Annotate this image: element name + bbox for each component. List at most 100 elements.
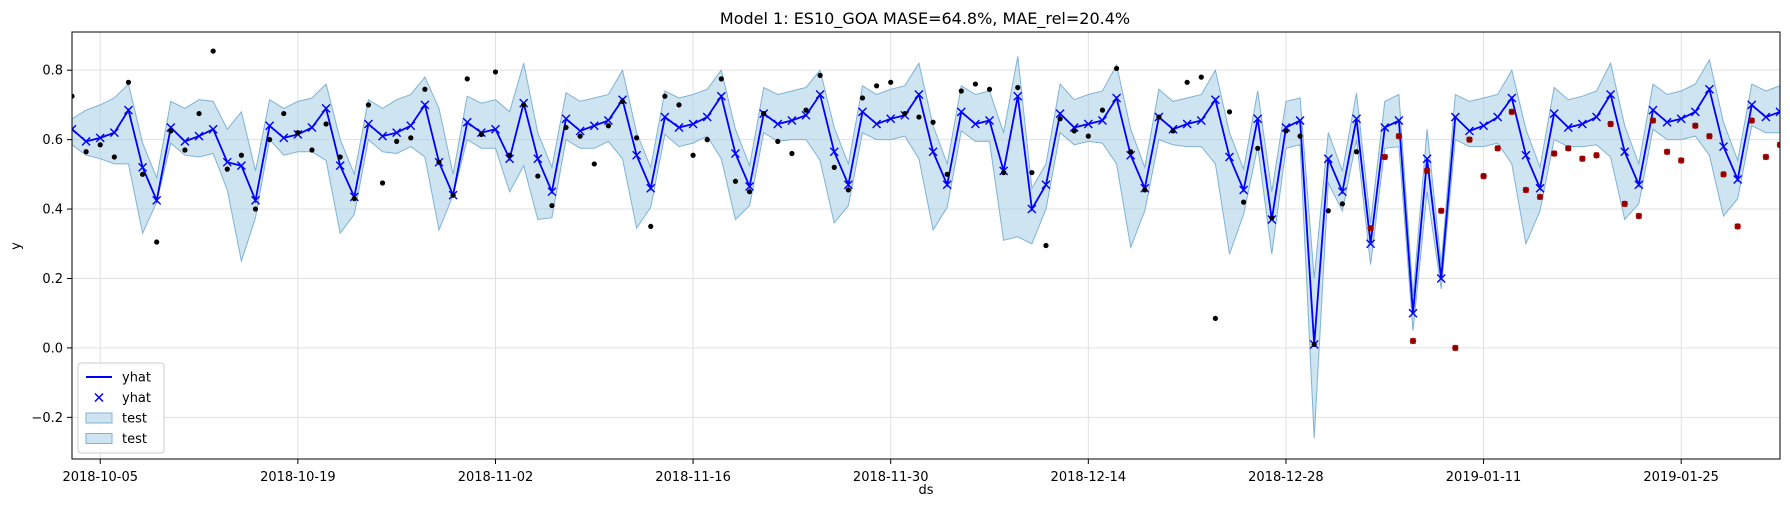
legend-marker-swatch: [94, 392, 104, 403]
yhat-marker: [603, 116, 613, 126]
actual-point: [478, 131, 484, 138]
yhat-marker: [928, 147, 938, 157]
yhat-marker: [857, 107, 867, 117]
actual-point: [1156, 114, 1162, 120]
actual-point: [690, 152, 696, 158]
test-point-marker: [1664, 148, 1671, 155]
test-point-marker: [1621, 200, 1628, 207]
yhat-marker: [1577, 119, 1587, 129]
legend-patch-swatch: [85, 412, 113, 424]
actual-point: [1057, 116, 1063, 122]
actual-point: [506, 152, 513, 158]
actual-point: [1099, 107, 1106, 113]
x-tick-label: 2018-11-30: [853, 470, 929, 485]
actual-point: [83, 149, 89, 155]
yhat-marker: [1027, 204, 1037, 214]
actual-point: [408, 135, 414, 141]
yhat-marker: [970, 119, 980, 129]
actual-point: [281, 110, 287, 117]
actual-point: [238, 152, 244, 158]
actual-point: [379, 180, 386, 186]
y-tick-label: 0.0: [42, 341, 63, 356]
yhat-marker: [462, 117, 472, 127]
yhat-marker: [1366, 239, 1376, 249]
actual-point: [549, 202, 555, 209]
test-point-marker: [1395, 133, 1402, 140]
x-axis-label: ds: [918, 483, 933, 498]
actual-points: [72, 48, 1360, 348]
yhat-marker: [843, 180, 853, 190]
actual-point: [986, 86, 993, 92]
yhat-marker: [321, 103, 331, 113]
yhat-marker: [152, 195, 162, 205]
yhat-marker: [1747, 100, 1757, 110]
legend-label: test: [122, 432, 147, 447]
actual-point: [831, 164, 837, 170]
yhat-marker: [674, 122, 684, 132]
actual-point: [252, 206, 259, 212]
yhat-marker: [773, 119, 783, 129]
actual-point: [365, 102, 372, 108]
actual-point: [1170, 128, 1176, 134]
actual-point: [1255, 145, 1261, 151]
actual-point: [1113, 65, 1120, 72]
yhat-marker: [1408, 308, 1418, 318]
yhat-marker: [956, 107, 966, 117]
actual-point: [1198, 74, 1204, 80]
actual-point: [676, 102, 682, 108]
yhat-marker: [1690, 107, 1700, 117]
test-point-marker: [1466, 136, 1473, 143]
actual-point: [295, 130, 301, 136]
test-point-marker: [1551, 150, 1558, 157]
yhat-marker: [1535, 183, 1545, 193]
actual-point: [267, 137, 273, 143]
actual-point: [1353, 149, 1360, 155]
actual-point: [111, 154, 117, 160]
actual-point: [930, 119, 936, 125]
test-point: [1776, 141, 1780, 149]
yhat-marker: [406, 121, 416, 131]
yhat-markers: [72, 84, 1780, 349]
x-tick-label: 2018-12-14: [1051, 470, 1127, 485]
yhat-marker: [632, 150, 642, 160]
actual-point: [1241, 199, 1247, 205]
actual-point: [634, 135, 640, 141]
actual-point: [1311, 341, 1317, 348]
yhat-marker: [1662, 117, 1672, 127]
actual-point: [916, 114, 922, 120]
yhat-marker: [1704, 84, 1714, 94]
yhat-marker: [1224, 152, 1234, 162]
yhat-marker: [547, 187, 557, 197]
test-point-marker: [1748, 117, 1755, 124]
actual-point: [817, 72, 823, 78]
yhat-marker: [1394, 116, 1404, 126]
actual-point: [72, 93, 75, 99]
legend-label: yhat: [122, 371, 151, 386]
yhat-marker: [1436, 273, 1446, 283]
yhat-marker: [81, 136, 91, 146]
yhat-marker: [1775, 107, 1780, 117]
yhat-marker: [1620, 147, 1630, 157]
yhat-marker: [533, 154, 543, 164]
yhat-marker: [1041, 180, 1051, 190]
test-point-marker: [1480, 173, 1487, 180]
actual-point: [125, 79, 132, 85]
actual-point: [154, 239, 160, 245]
actual-point: [577, 133, 583, 139]
actual-point: [859, 95, 866, 101]
yhat-marker: [1648, 105, 1658, 115]
y-tick-label: 0.6: [42, 133, 63, 148]
actual-point: [845, 187, 851, 193]
actual-point: [97, 142, 103, 148]
yhat-marker: [1069, 122, 1079, 132]
actual-point: [1085, 133, 1091, 139]
test-point-marker: [1452, 344, 1459, 351]
legend: yhat yhat test test: [77, 362, 165, 454]
yhat-marker: [363, 119, 373, 129]
actual-point: [1015, 84, 1021, 91]
test-point-marker: [1635, 213, 1642, 219]
actual-point: [732, 178, 739, 184]
yhat-marker: [166, 122, 176, 132]
yhat-marker: [985, 116, 995, 126]
